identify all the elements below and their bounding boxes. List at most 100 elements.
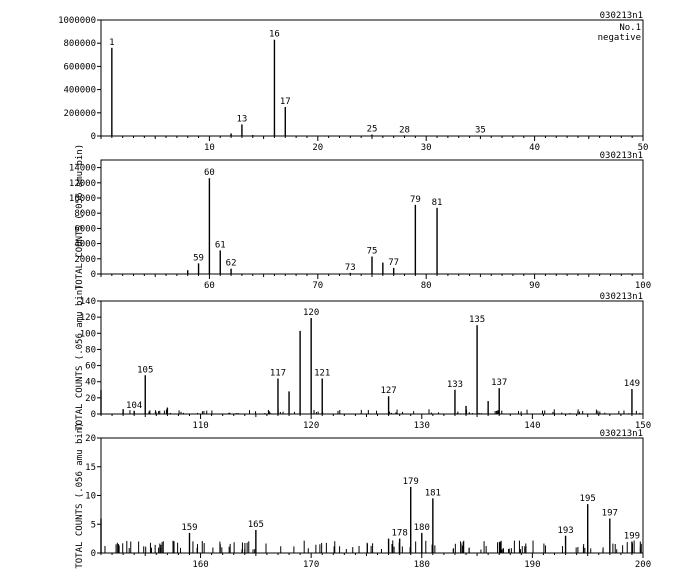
y-tick-label: 0 (91, 270, 96, 280)
y-tick-label: 2000 (74, 255, 96, 265)
x-tick-label: 60 (204, 281, 215, 291)
peak-label: 135 (469, 315, 485, 325)
y-tick-label: 60 (85, 362, 96, 372)
y-axis-label: TOTAL COUNTS (.056 amu bin) (75, 284, 85, 430)
x-tick-label: 180 (414, 560, 430, 570)
peak-label: 61 (215, 240, 226, 250)
y-axis-label: TOTAL COUNTS (.056 amu bin) (75, 422, 85, 568)
peak-label: 16 (269, 30, 280, 40)
y-axis-label: TOTAL COUNTS (.056 amu bin) (75, 144, 85, 290)
spectrum-panel: 030213n1 0 2000 4000 6000 8000 10000 12000 14000… (69, 144, 651, 291)
spectrum-panel: 030213n1 0 5 10 15 20 160 170 180 190 200 TOTAL COU… (75, 422, 651, 570)
x-tick-label: 70 (312, 281, 323, 291)
peak-label: 105 (137, 365, 153, 375)
x-tick-label: 10 (204, 143, 215, 153)
corner-text: No.1 (619, 23, 641, 33)
peak-label: 62 (226, 259, 237, 269)
y-tick-label: 400000 (63, 86, 96, 96)
y-tick-label: 15 (85, 463, 96, 473)
y-tick-label: 12000 (69, 179, 96, 189)
peak-label: 149 (624, 379, 640, 389)
peak-label: 127 (380, 386, 396, 396)
x-tick-label: 80 (421, 281, 432, 291)
peak-label: 117 (270, 368, 286, 378)
x-tick-label: 100 (635, 281, 651, 291)
x-tick-label: 160 (192, 560, 208, 570)
peak-label: 77 (388, 258, 399, 268)
peak-label: 178 (392, 529, 408, 539)
file-label: 030213n1 (600, 429, 643, 439)
y-tick-label: 80 (85, 345, 96, 355)
peak-label: 120 (303, 308, 319, 318)
peak-label: 17 (280, 97, 291, 107)
peak-label: 165 (248, 520, 264, 530)
peak-label: 60 (204, 168, 215, 178)
y-tick-label: 4000 (74, 240, 96, 250)
y-tick-label: 6000 (74, 224, 96, 234)
x-tick-label: 50 (638, 143, 649, 153)
y-tick-label: 20 (85, 434, 96, 444)
plot-frame (100, 300, 644, 415)
peak-label: 137 (491, 378, 507, 388)
peak-label: 159 (181, 523, 197, 533)
y-tick-label: 10 (85, 492, 96, 502)
peak-label: 121 (314, 368, 330, 378)
x-tick-label: 150 (635, 421, 651, 431)
y-tick-label: 8000 (74, 209, 96, 219)
plot-frame (100, 19, 644, 137)
y-tick-label: 14000 (69, 164, 96, 174)
plot-frame (100, 437, 644, 554)
peak-label: 73 (345, 263, 356, 273)
peak-label: 197 (602, 509, 618, 519)
peak-label: 1 (109, 38, 114, 48)
x-tick-label: 130 (414, 421, 430, 431)
peak-label: 193 (557, 526, 573, 536)
x-tick-label: 140 (524, 421, 540, 431)
y-tick-label: 40 (85, 378, 96, 388)
y-tick-label: 0 (91, 410, 96, 420)
x-tick-label: 30 (421, 143, 432, 153)
x-tick-label: 120 (303, 421, 319, 431)
peak-label: 35 (475, 126, 486, 136)
x-tick-label: 40 (529, 143, 540, 153)
peak-label: 133 (447, 380, 463, 390)
spectrum-panel: 030213n1 0 20 40 60 80 100 120 140 110 120 130 140 15… (75, 284, 651, 431)
x-tick-label: 190 (524, 560, 540, 570)
y-tick-label: 10000 (69, 194, 96, 204)
y-tick-label: 120 (80, 313, 96, 323)
y-tick-label: 140 (80, 297, 96, 307)
x-tick-label: 20 (312, 143, 323, 153)
x-tick-label: 170 (303, 560, 319, 570)
peak-label: 28 (399, 125, 410, 135)
file-label: 030213n1 (600, 292, 643, 302)
file-label: 030213n1 (600, 151, 643, 161)
y-tick-label: 600000 (63, 62, 96, 72)
peak-label: 13 (236, 114, 247, 124)
x-tick-label: 90 (529, 281, 540, 291)
peak-label: 180 (414, 523, 430, 533)
peak-label: 199 (624, 532, 640, 542)
peak-label: 81 (432, 198, 443, 208)
peak-label: 195 (580, 494, 596, 504)
y-tick-label: 100 (80, 329, 96, 339)
peak-label: 59 (193, 253, 204, 263)
corner-text: negative (598, 33, 641, 43)
y-tick-label: 5 (91, 520, 96, 530)
peak-label: 104 (126, 401, 142, 411)
y-tick-label: 0 (91, 549, 96, 559)
x-tick-label: 200 (635, 560, 651, 570)
y-tick-label: 800000 (63, 39, 96, 49)
file-label: 030213n1 (600, 11, 643, 21)
y-tick-label: 0 (91, 132, 96, 142)
peak-label: 79 (410, 195, 421, 205)
y-tick-label: 20 (85, 394, 96, 404)
peak-label: 25 (367, 125, 378, 135)
y-tick-label: 1000000 (58, 16, 96, 26)
peak-label: 181 (425, 488, 441, 498)
peak-label: 75 (367, 247, 378, 257)
x-tick-label: 110 (192, 421, 208, 431)
peak-label: 179 (403, 477, 419, 487)
